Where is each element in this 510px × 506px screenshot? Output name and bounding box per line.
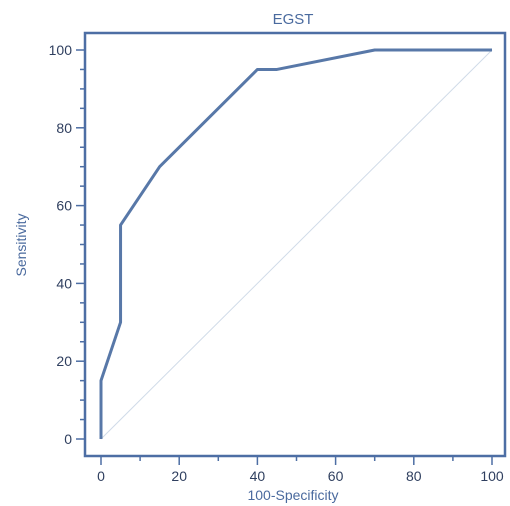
y-tick-label: 20 <box>56 353 72 369</box>
chart-title: EGST <box>273 11 314 28</box>
y-tick-label: 40 <box>56 275 72 291</box>
reference-diagonal-line <box>100 49 493 440</box>
axis-ticks: 0 20 40 60 80 100 0 20 40 60 80 100 <box>49 42 504 484</box>
x-tick-label: 20 <box>171 468 187 484</box>
y-tick-label: 80 <box>56 120 72 136</box>
y-tick-label: 100 <box>49 42 73 58</box>
y-tick-label: 60 <box>56 198 72 214</box>
plot-area <box>99 48 493 440</box>
x-tick-label: 0 <box>97 468 105 484</box>
y-tick-label: 0 <box>64 431 72 447</box>
x-tick-label: 60 <box>328 468 344 484</box>
x-tick-label: 100 <box>480 468 504 484</box>
x-axis-label: 100-Specificity <box>247 487 338 503</box>
x-tick-label: 40 <box>250 468 266 484</box>
x-tick-label: 80 <box>406 468 422 484</box>
y-axis-label: Sensitivity <box>13 213 29 276</box>
